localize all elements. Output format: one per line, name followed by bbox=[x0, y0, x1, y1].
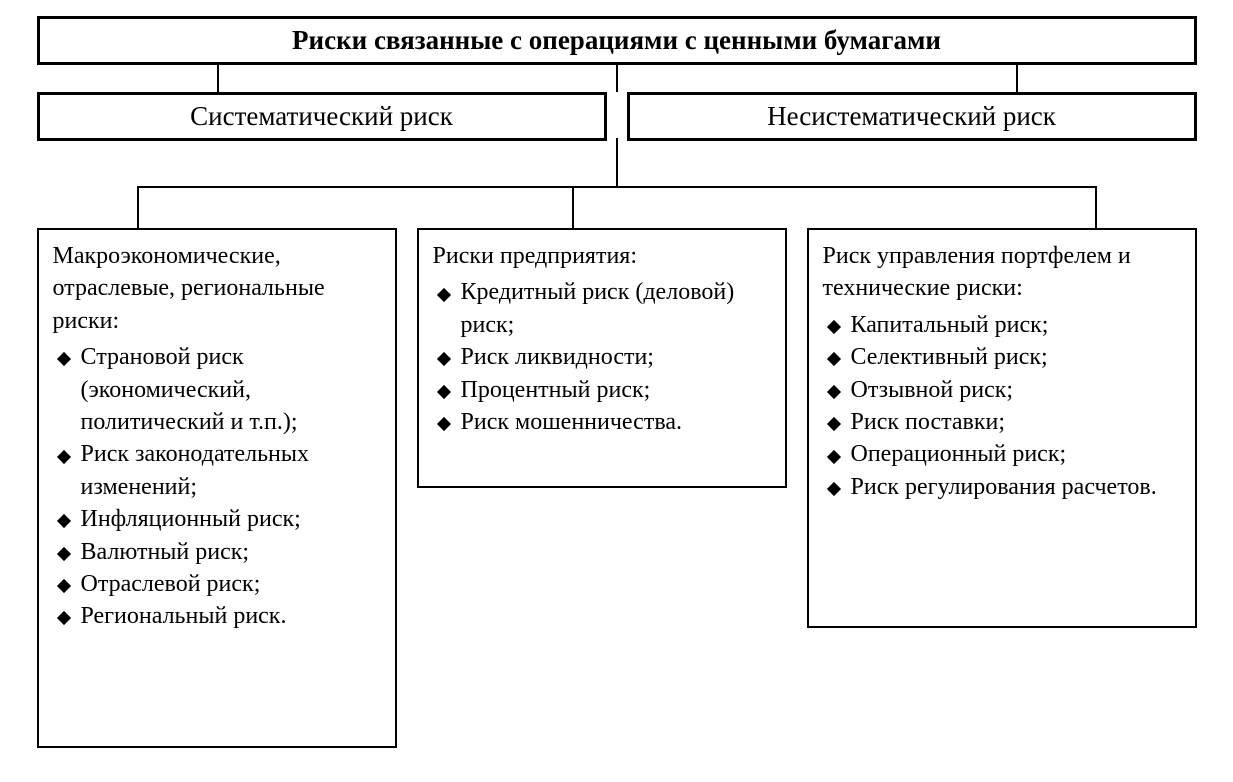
connector bbox=[137, 186, 1097, 188]
risk-diagram: Риски связанные с операциями с ценными б… bbox=[17, 16, 1217, 766]
unsystematic-label: Несистематический риск bbox=[767, 101, 1056, 131]
portfolio-heading: Риск управления портфелем и технические … bbox=[823, 240, 1181, 305]
list-item: Риск ликвидности; bbox=[461, 341, 771, 373]
connector bbox=[137, 186, 139, 228]
enterprise-list: Кредитный риск (деловой) риск; Риск ликв… bbox=[433, 276, 771, 438]
list-item: Риск мошенничества. bbox=[461, 406, 771, 438]
title-text: Риски связанные с операциями с ценными б… bbox=[292, 25, 941, 55]
macro-box: Макроэкономические, отраслевые, регионал… bbox=[37, 228, 397, 748]
list-item: Процентный риск; bbox=[461, 374, 771, 406]
list-item: Отзывной риск; bbox=[851, 374, 1181, 406]
list-item: Капитальный риск; bbox=[851, 309, 1181, 341]
connector bbox=[1016, 62, 1018, 92]
list-item: Региональный риск. bbox=[81, 600, 381, 632]
list-item: Страновой риск (экономический, политичес… bbox=[81, 341, 381, 438]
list-item: Риск законода­тельных изменений; bbox=[81, 438, 381, 503]
connector bbox=[1095, 186, 1097, 228]
connector bbox=[616, 62, 618, 92]
macro-heading: Макроэкономические, отраслевые, регионал… bbox=[53, 240, 381, 337]
systematic-label: Систематический риск bbox=[190, 101, 453, 131]
unsystematic-box: Несистематический риск bbox=[627, 92, 1197, 141]
list-item: Риск регулирования расчетов. bbox=[851, 471, 1181, 503]
title-box: Риски связанные с операциями с ценными б… bbox=[37, 16, 1197, 65]
portfolio-box: Риск управления портфелем и технические … bbox=[807, 228, 1197, 628]
list-item: Селективный риск; bbox=[851, 341, 1181, 373]
portfolio-list: Капитальный риск; Селективный риск; Отзы… bbox=[823, 309, 1181, 503]
list-item: Валютный риск; bbox=[81, 536, 381, 568]
connector bbox=[616, 138, 618, 188]
list-item: Риск поставки; bbox=[851, 406, 1181, 438]
enterprise-box: Риски предприятия: Кредитный риск (делов… bbox=[417, 228, 787, 488]
list-item: Отраслевой риск; bbox=[81, 568, 381, 600]
connector bbox=[572, 186, 574, 228]
list-item: Инфляционный риск; bbox=[81, 503, 381, 535]
connector bbox=[217, 62, 219, 92]
list-item: Операционный риск; bbox=[851, 438, 1181, 470]
macro-list: Страновой риск (экономический, политичес… bbox=[53, 341, 381, 633]
list-item: Кредитный риск (деловой) риск; bbox=[461, 276, 771, 341]
enterprise-heading: Риски предприятия: bbox=[433, 240, 771, 272]
systematic-box: Систематический риск bbox=[37, 92, 607, 141]
